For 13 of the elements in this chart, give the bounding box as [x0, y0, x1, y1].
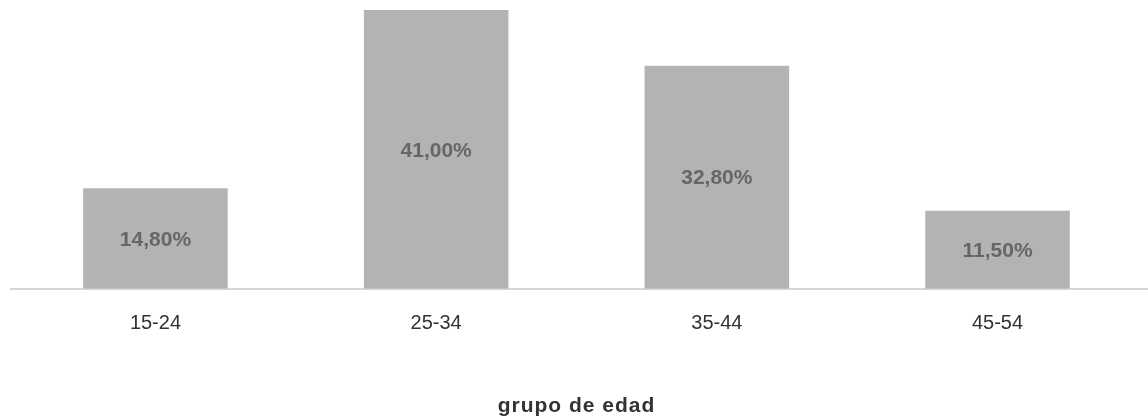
bar [83, 188, 228, 289]
data-label: 14,80% [119, 226, 192, 250]
data-label: 11,50% [962, 237, 1033, 261]
data-label: 32,80% [681, 165, 753, 189]
bar [644, 65, 790, 289]
bar [363, 10, 509, 289]
x-tick-label: 45-54 [971, 311, 1024, 334]
bar [925, 210, 1070, 289]
x-axis-title: grupo de edad [497, 393, 656, 416]
data-label: 41,00% [400, 137, 473, 161]
x-tick-label: 25-34 [410, 311, 462, 334]
x-tick-label: 35-44 [691, 311, 743, 334]
x-tick-label: 15-24 [129, 311, 182, 334]
